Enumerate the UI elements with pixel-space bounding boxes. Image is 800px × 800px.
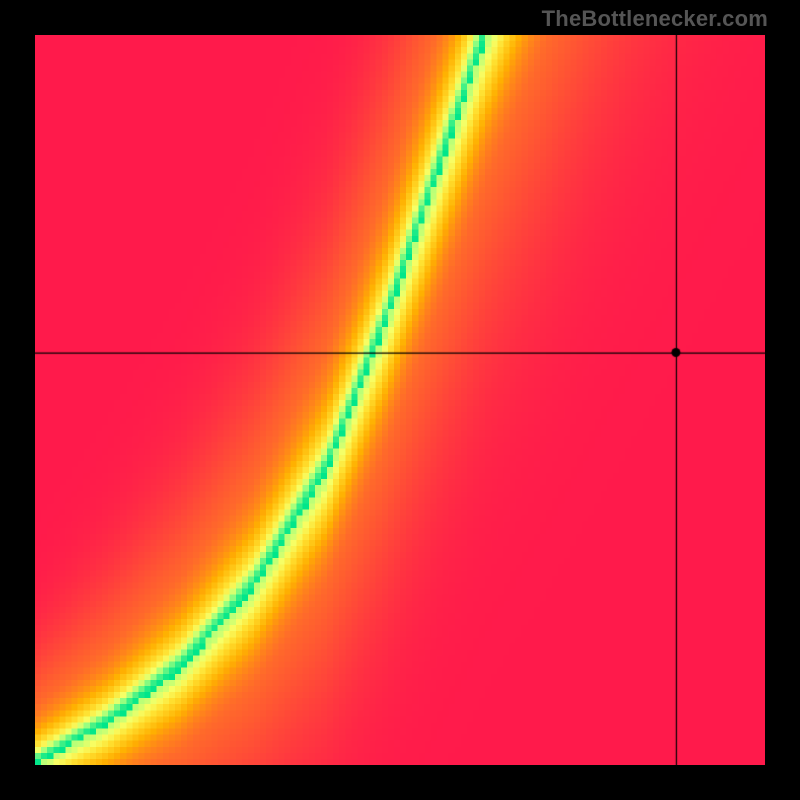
crosshair-canvas xyxy=(35,35,765,765)
watermark-text: TheBottlenecker.com xyxy=(542,6,768,32)
chart-container: TheBottlenecker.com xyxy=(0,0,800,800)
